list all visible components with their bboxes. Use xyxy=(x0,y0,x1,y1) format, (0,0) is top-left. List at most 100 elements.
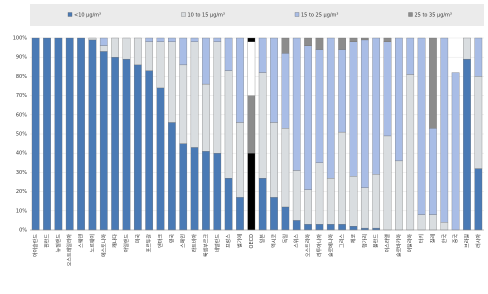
bar-segment xyxy=(395,37,403,162)
bar-segment xyxy=(406,74,415,231)
legend-swatch xyxy=(181,12,186,17)
bar-segment xyxy=(292,170,301,221)
bar-segment xyxy=(179,64,188,144)
bar-segment xyxy=(179,143,188,231)
bar-segment xyxy=(315,49,324,163)
x-tick-label: 일본 xyxy=(259,234,266,244)
bar-segment xyxy=(270,37,278,123)
bar-segment xyxy=(440,222,449,231)
y-tick-label: 40% xyxy=(16,151,27,157)
bar-segment xyxy=(122,37,131,60)
bar-segment xyxy=(270,122,278,198)
y-tick-label: 100% xyxy=(13,36,28,42)
bar-segment xyxy=(213,153,222,231)
bar-segment xyxy=(281,128,290,208)
legend-box xyxy=(30,4,484,26)
bar-segment xyxy=(349,176,358,227)
bar-segment xyxy=(156,37,165,42)
x-tick-label: 캐나다 xyxy=(112,234,119,248)
bar-segment xyxy=(429,128,437,215)
bar-segment xyxy=(338,37,346,50)
bar-segment xyxy=(202,151,210,231)
bar-segment xyxy=(326,178,335,225)
x-tick-label: 러시아 xyxy=(475,234,482,248)
legend-swatch xyxy=(67,12,73,17)
bar-segment xyxy=(88,37,97,41)
bar-segment xyxy=(304,224,312,231)
legend-swatch xyxy=(294,12,300,17)
bar-segment xyxy=(77,37,85,231)
x-tick-label: 덴마크 xyxy=(157,234,164,248)
bar-segment xyxy=(258,37,267,73)
bar-segment xyxy=(99,45,108,52)
bar-segment xyxy=(247,95,256,154)
bar-segment xyxy=(281,37,290,54)
x-tick-label: 이스라엘 xyxy=(384,234,391,253)
x-tick-label: 오스트리아 xyxy=(305,234,312,257)
x-tick-label: 브라질 xyxy=(463,234,470,248)
bar-segment xyxy=(156,87,165,231)
bar-segment xyxy=(202,37,210,85)
x-tick-label: 네덜란드 xyxy=(214,234,221,253)
bar-segment xyxy=(463,37,471,60)
y-tick-label: 0% xyxy=(19,228,27,234)
x-tick-label: 아이슬란드 xyxy=(32,234,39,257)
x-tick-label: 스페인 xyxy=(180,234,187,248)
x-tick-label: 리투아니아 xyxy=(316,234,323,257)
x-tick-label: 칠레 xyxy=(429,234,436,244)
bar-segment xyxy=(236,122,244,198)
bar-segment xyxy=(224,70,233,179)
bar-segment xyxy=(372,174,381,229)
x-tick-label: 폴란드 xyxy=(373,234,380,248)
bar-segment xyxy=(43,37,51,231)
bar-segment xyxy=(383,37,392,42)
bar-segment xyxy=(417,37,426,215)
bar-segment xyxy=(224,178,233,231)
legend-label: 10 to 15 μg/m³ xyxy=(188,13,225,19)
x-tick-label: 터키 xyxy=(418,234,425,243)
bar-segment xyxy=(429,37,437,129)
x-tick-label: 에스토니아 xyxy=(100,234,107,257)
bar-segment xyxy=(304,37,312,46)
bar-segment xyxy=(372,227,381,231)
x-tick-label: 포르투갈 xyxy=(146,234,153,253)
bar-segment xyxy=(349,41,358,177)
bar-segment xyxy=(440,37,449,223)
x-tick-label: 헝가리 xyxy=(361,234,368,248)
x-tick-label: 영국 xyxy=(168,234,175,244)
bar-segment xyxy=(326,37,335,179)
bar-segment xyxy=(463,58,471,231)
bar-segment xyxy=(281,206,290,231)
x-tick-label: 이탈리아 xyxy=(407,234,414,253)
bar-segment xyxy=(360,37,369,41)
bar-segment xyxy=(315,162,324,225)
x-tick-label: 스위스 xyxy=(293,234,300,248)
x-tick-label: 뉴질랜드 xyxy=(55,234,62,253)
x-tick-label: 룩셈부르크 xyxy=(202,234,209,257)
bar-segment xyxy=(190,147,199,231)
bar-segment xyxy=(213,41,222,154)
x-tick-label: 벨기에 xyxy=(236,234,243,248)
bar-segment xyxy=(31,37,40,231)
legend-label: <10 μg/m³ xyxy=(74,13,101,19)
bar-segment xyxy=(315,37,324,50)
bar-segment xyxy=(338,131,346,225)
bar-segment xyxy=(474,37,483,77)
bar-segment xyxy=(281,53,290,129)
bar-segment xyxy=(168,37,176,42)
x-tick-label: 노르웨이 xyxy=(89,234,96,252)
bar-segment xyxy=(122,58,131,231)
bar-segment xyxy=(315,224,324,231)
x-tick-label: 스웨덴 xyxy=(78,234,85,248)
bar-segment xyxy=(236,37,244,123)
legend-label: 15 to 25 μg/m³ xyxy=(301,13,338,19)
bar-segment xyxy=(54,37,63,231)
bar-segment xyxy=(474,168,483,231)
y-tick-label: 20% xyxy=(16,189,27,195)
x-tick-label: 핀란드 xyxy=(44,234,51,248)
x-tick-label: 그리스 xyxy=(339,234,346,248)
bar-segment xyxy=(213,37,222,42)
bar-segment xyxy=(190,37,199,42)
bar-segment xyxy=(65,37,74,231)
x-tick-label: 독일 xyxy=(282,234,289,244)
